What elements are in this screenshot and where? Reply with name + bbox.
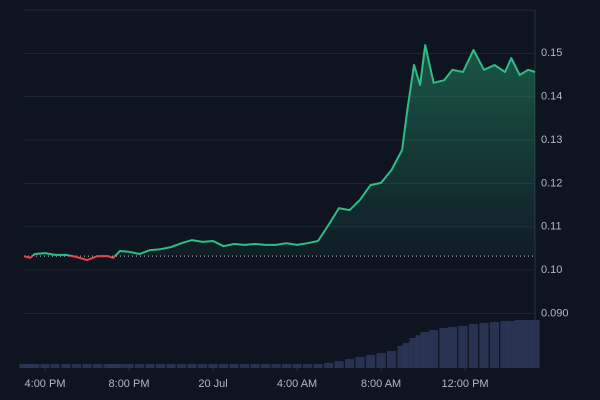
volume-bar	[103, 364, 113, 368]
y-tick-label: 0.11	[541, 221, 562, 233]
volume-bar	[409, 338, 419, 368]
volume-bar	[155, 364, 166, 368]
x-tick-label: 4:00 AM	[277, 378, 317, 390]
volume-bar	[376, 353, 386, 368]
volume-bar	[439, 328, 449, 368]
volume-bar	[197, 364, 208, 368]
volume-bar	[365, 355, 376, 368]
y-tick-label: 0.090	[541, 307, 569, 319]
volume-bar	[281, 364, 292, 368]
volume-bar	[115, 364, 125, 368]
volume-bar	[292, 364, 302, 368]
volume-bar	[208, 364, 218, 368]
volume-bar	[30, 364, 40, 368]
x-tick-label: 4:00 PM	[25, 378, 66, 390]
volume-bar	[447, 327, 458, 368]
volume-bar	[415, 335, 425, 368]
y-tick-label: 0.14	[541, 91, 562, 103]
volume-bar	[515, 320, 525, 368]
volume-bar	[468, 324, 479, 368]
volume-bar	[229, 364, 239, 368]
volume-bar	[145, 364, 155, 368]
y-tick-label: 0.13	[541, 134, 562, 146]
price-line	[23, 44, 536, 262]
volume-bar	[176, 364, 187, 368]
volume-bar	[218, 364, 229, 368]
volume-bar	[124, 364, 134, 368]
x-tick-label: 8:00 PM	[109, 378, 150, 390]
volume-bar	[166, 364, 176, 368]
volume-bar	[402, 343, 412, 368]
volume-bar	[260, 364, 271, 368]
volume-bar	[50, 364, 60, 368]
x-tick-label: 12:00 PM	[442, 378, 489, 390]
volume-bar	[271, 364, 281, 368]
volume-bar	[523, 320, 533, 368]
volume-bar	[506, 321, 516, 368]
volume-bar	[71, 364, 82, 368]
x-tick-label: 8:00 AM	[361, 378, 401, 390]
volume-bar	[313, 364, 323, 368]
area	[24, 45, 535, 257]
volume-bar	[323, 363, 334, 368]
volume-bar	[187, 364, 197, 368]
y-tick-label: 0.12	[541, 177, 562, 189]
y-tick-label: 0.15	[541, 47, 562, 59]
volume-bar	[530, 320, 540, 368]
volume-bar	[479, 323, 489, 368]
volume-bar	[420, 332, 430, 368]
volume-bar	[397, 346, 407, 368]
volume-bar	[302, 364, 313, 368]
volume-bar	[19, 364, 29, 368]
volume-bar	[386, 351, 397, 368]
volume-bar	[500, 321, 510, 368]
x-tick-label: 20 Jul	[198, 378, 227, 390]
volume-bar	[134, 364, 145, 368]
volume-bar	[61, 364, 71, 368]
volume-bar	[355, 357, 365, 368]
volume-bar	[25, 364, 35, 368]
volume-bar	[92, 364, 103, 368]
volume-bar	[344, 359, 355, 368]
volume-bar	[458, 326, 468, 368]
volume-bar	[82, 364, 92, 368]
volume-bar	[108, 364, 118, 368]
volume-bar	[334, 361, 344, 368]
y-tick-label: 0.10	[541, 264, 562, 276]
volume-bar	[239, 364, 250, 368]
volume-bar	[40, 364, 50, 368]
volume-bar	[250, 364, 260, 368]
volume-bar	[428, 330, 439, 368]
volume-bar	[489, 322, 500, 368]
